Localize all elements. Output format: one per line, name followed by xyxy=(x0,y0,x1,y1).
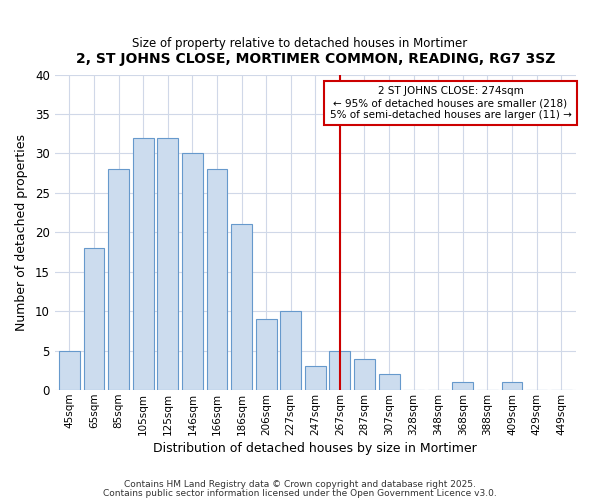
Bar xyxy=(305,366,326,390)
Bar xyxy=(206,170,227,390)
Bar xyxy=(280,312,301,390)
Bar xyxy=(379,374,400,390)
Bar xyxy=(83,248,104,390)
Text: Contains public sector information licensed under the Open Government Licence v3: Contains public sector information licen… xyxy=(103,488,497,498)
Bar xyxy=(329,350,350,390)
Bar xyxy=(256,319,277,390)
Bar xyxy=(354,358,375,390)
Bar xyxy=(231,224,252,390)
Y-axis label: Number of detached properties: Number of detached properties xyxy=(15,134,28,331)
Title: 2, ST JOHNS CLOSE, MORTIMER COMMON, READING, RG7 3SZ: 2, ST JOHNS CLOSE, MORTIMER COMMON, READ… xyxy=(76,52,555,66)
X-axis label: Distribution of detached houses by size in Mortimer: Distribution of detached houses by size … xyxy=(154,442,477,455)
Bar xyxy=(133,138,154,390)
Bar xyxy=(59,350,80,390)
Text: Size of property relative to detached houses in Mortimer: Size of property relative to detached ho… xyxy=(133,38,467,51)
Bar xyxy=(182,154,203,390)
Text: 2 ST JOHNS CLOSE: 274sqm
← 95% of detached houses are smaller (218)
5% of semi-d: 2 ST JOHNS CLOSE: 274sqm ← 95% of detach… xyxy=(329,86,571,120)
Bar xyxy=(108,170,129,390)
Bar xyxy=(452,382,473,390)
Bar xyxy=(502,382,523,390)
Text: Contains HM Land Registry data © Crown copyright and database right 2025.: Contains HM Land Registry data © Crown c… xyxy=(124,480,476,489)
Bar xyxy=(157,138,178,390)
